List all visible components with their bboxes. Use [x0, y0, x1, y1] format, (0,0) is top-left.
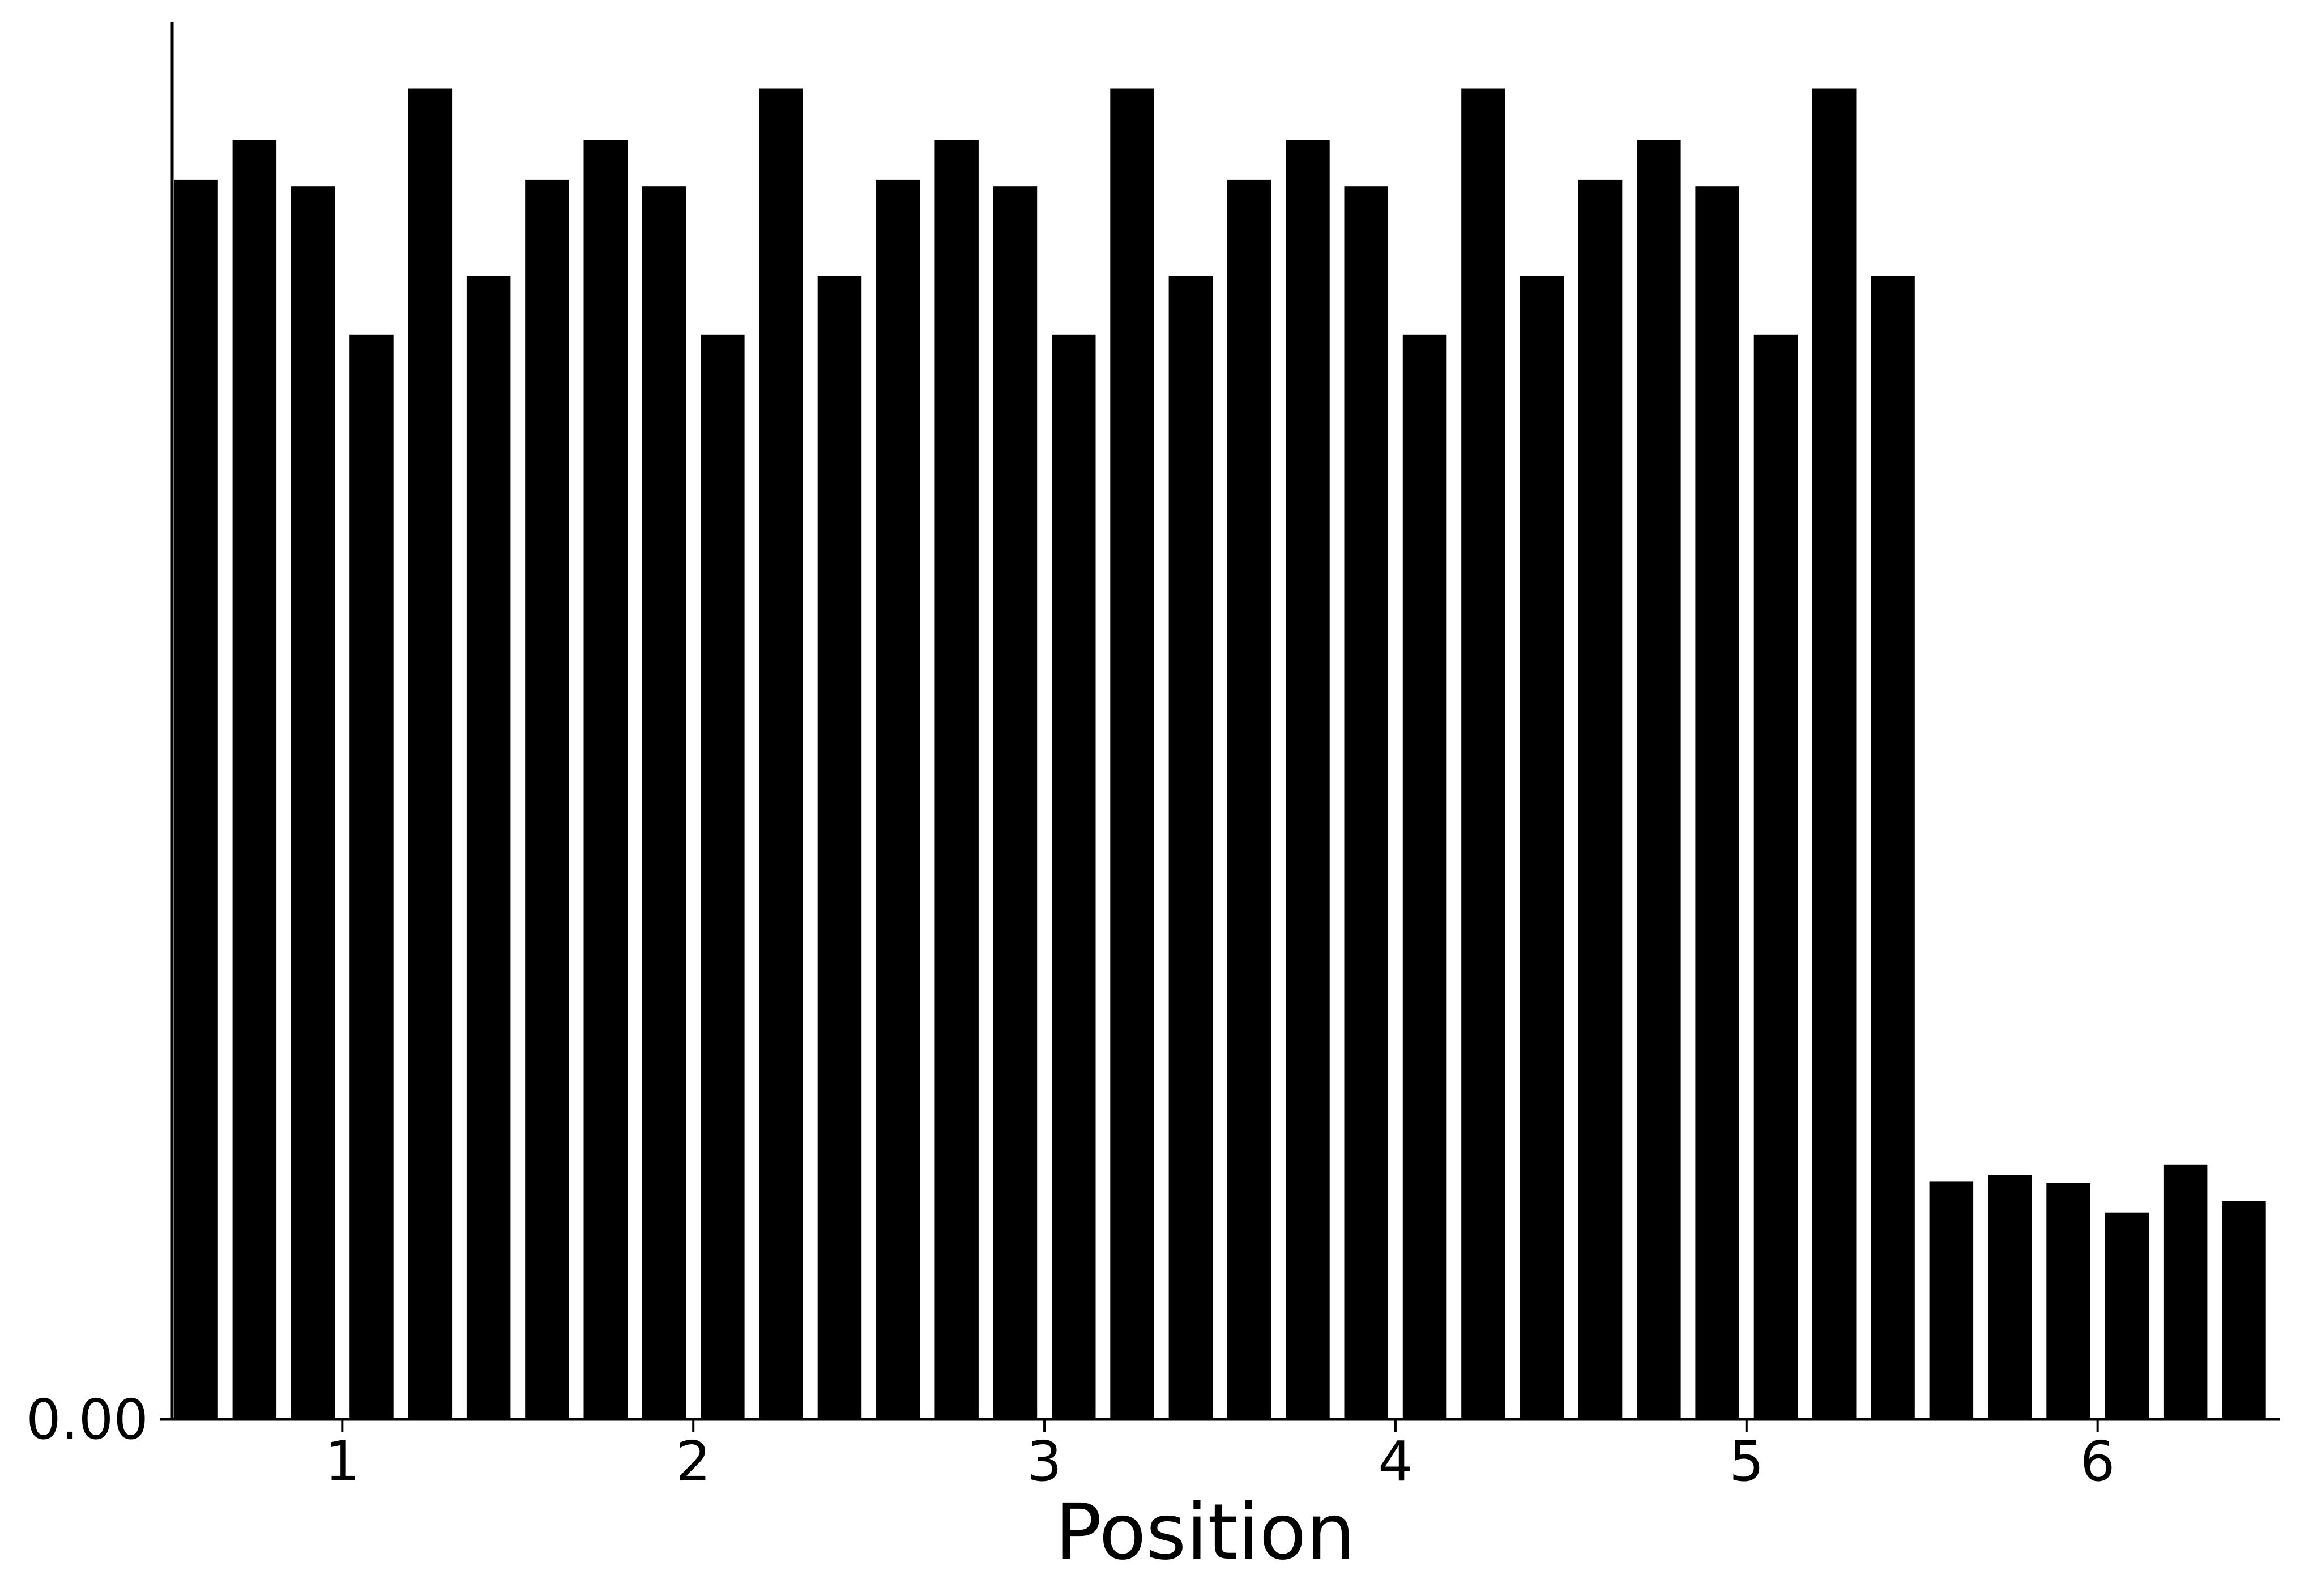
bar-pos5-5: [1812, 88, 1857, 1419]
bar-pos2-1: [525, 179, 569, 1420]
bar-pos2-6: [817, 276, 862, 1420]
bar-pos5-3: [1695, 186, 1739, 1420]
bar-pos4-2: [1286, 140, 1330, 1419]
bar-pos2-5: [759, 88, 803, 1419]
y-ticks-group: 0.00: [26, 1388, 172, 1452]
bar-pos3-6: [1168, 276, 1213, 1420]
bar-pos1-5: [408, 88, 453, 1419]
x-tick-label-1: 1: [325, 1429, 360, 1493]
bar-pos1-3: [291, 186, 335, 1420]
bar-pos4-6: [1520, 276, 1564, 1420]
x-tick-label-6: 6: [2080, 1429, 2115, 1493]
bar-pos6-2: [1988, 1175, 2032, 1419]
bar-pos4-3: [1344, 186, 1388, 1420]
bar-pos2-2: [583, 140, 628, 1419]
bar-pos2-3: [642, 186, 686, 1420]
y-tick-label-0: 0.00: [26, 1388, 148, 1452]
bar-pos1-4: [349, 334, 394, 1419]
bars-group: [174, 88, 2266, 1420]
bar-pos6-1: [1929, 1181, 1974, 1419]
bar-pos4-5: [1461, 88, 1505, 1419]
bar-pos2-4: [701, 334, 745, 1419]
x-tick-label-4: 4: [1378, 1429, 1413, 1493]
x-axis-label: Position: [1055, 1488, 1355, 1577]
x-ticks-group: 1 2 3 4 5 6: [325, 1419, 2115, 1493]
bar-pos6-3: [2046, 1183, 2090, 1419]
bar-pos5-2: [1637, 140, 1681, 1419]
bar-pos3-1: [876, 179, 920, 1420]
bar-pos1-1: [174, 179, 218, 1420]
bar-pos4-1: [1227, 179, 1271, 1420]
bar-pos6-4: [2105, 1212, 2149, 1419]
bar-pos1-2: [232, 140, 277, 1419]
x-tick-label-5: 5: [1729, 1429, 1764, 1493]
bar-pos6-6: [2222, 1201, 2266, 1419]
bar-pos3-5: [1110, 88, 1154, 1419]
bar-pos5-1: [1578, 179, 1623, 1420]
x-tick-label-3: 3: [1027, 1429, 1062, 1493]
x-tick-label-2: 2: [676, 1429, 711, 1493]
bar-pos1-6: [466, 276, 511, 1420]
bar-pos3-3: [993, 186, 1038, 1420]
bar-pos5-6: [1871, 276, 1915, 1420]
bar-pos3-2: [934, 140, 979, 1419]
bar-pos6-5: [2163, 1164, 2208, 1419]
bar-pos4-4: [1402, 334, 1447, 1419]
bar-pos3-4: [1052, 334, 1096, 1419]
bar-pos5-4: [1753, 334, 1798, 1419]
